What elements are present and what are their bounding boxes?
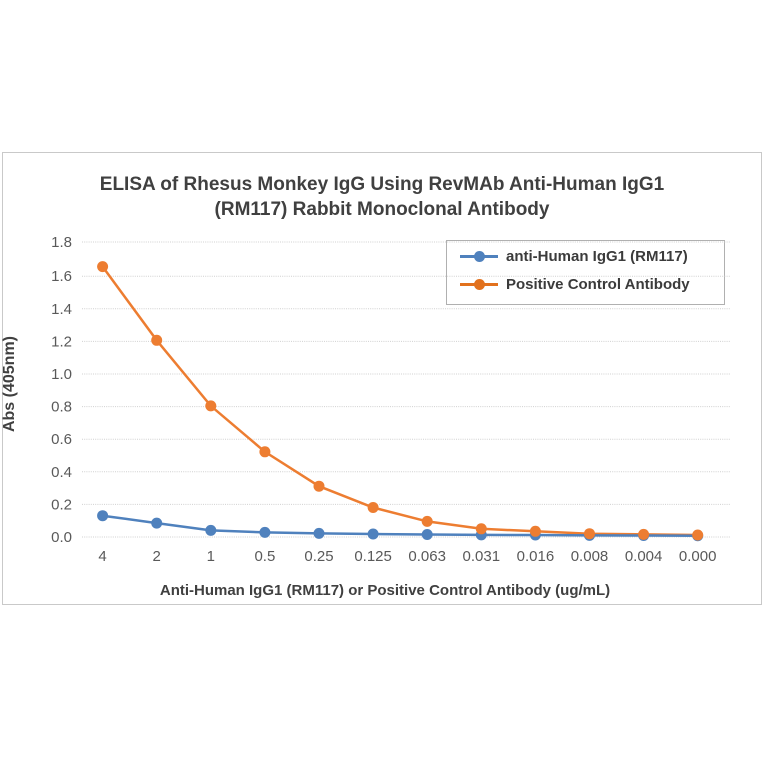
svg-text:0.125: 0.125 — [354, 548, 392, 565]
svg-text:1.8: 1.8 — [51, 234, 72, 251]
svg-text:0.25: 0.25 — [304, 548, 333, 565]
svg-text:0.004: 0.004 — [625, 548, 663, 565]
svg-text:0.2: 0.2 — [51, 496, 72, 513]
svg-text:4: 4 — [98, 548, 106, 565]
svg-text:1: 1 — [207, 548, 215, 565]
svg-text:2: 2 — [153, 548, 161, 565]
svg-text:1.6: 1.6 — [51, 268, 72, 285]
svg-text:0.031: 0.031 — [463, 548, 501, 565]
svg-text:0.4: 0.4 — [51, 464, 72, 481]
svg-text:0.000: 0.000 — [679, 548, 717, 565]
svg-text:0.016: 0.016 — [517, 548, 555, 565]
svg-text:0.5: 0.5 — [254, 548, 275, 565]
svg-text:0.8: 0.8 — [51, 399, 72, 416]
svg-text:1.2: 1.2 — [51, 333, 72, 350]
svg-text:0.6: 0.6 — [51, 431, 72, 448]
svg-text:1.0: 1.0 — [51, 366, 72, 383]
svg-text:0.008: 0.008 — [571, 548, 609, 565]
svg-text:1.4: 1.4 — [51, 301, 72, 318]
svg-text:0.063: 0.063 — [408, 548, 446, 565]
svg-text:0.0: 0.0 — [51, 529, 72, 546]
